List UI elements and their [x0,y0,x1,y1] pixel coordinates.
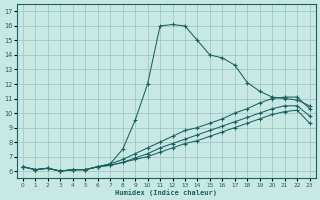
X-axis label: Humidex (Indice chaleur): Humidex (Indice chaleur) [115,189,217,196]
